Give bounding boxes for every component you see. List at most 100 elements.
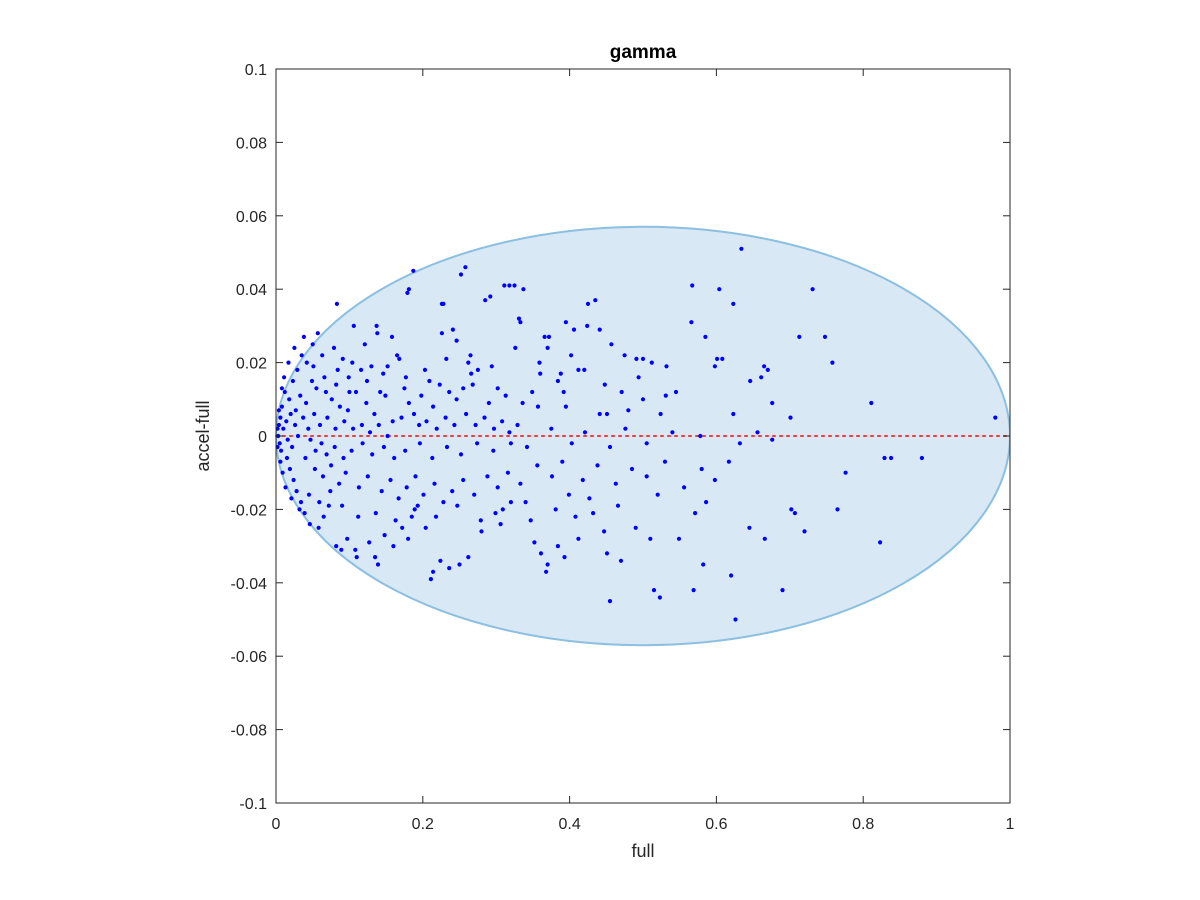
data-point (755, 430, 760, 435)
data-point (604, 551, 610, 556)
data-point (301, 415, 306, 420)
data-point (328, 489, 333, 494)
data-point (508, 500, 513, 505)
data-point (334, 301, 339, 306)
data-point (505, 470, 510, 475)
data-point (316, 525, 321, 530)
data-point (424, 419, 429, 424)
data-point (365, 474, 370, 479)
data-point (367, 540, 372, 545)
data-point (406, 287, 411, 292)
data-point (444, 444, 450, 450)
data-point (662, 459, 668, 464)
data-point (289, 496, 294, 501)
data-point (483, 298, 488, 303)
data-point (299, 353, 304, 358)
data-point (438, 558, 443, 563)
data-point (373, 555, 378, 560)
data-point (648, 536, 653, 541)
data-point (350, 360, 355, 365)
data-point (312, 411, 317, 417)
data-point (359, 367, 364, 372)
data-point (609, 342, 614, 347)
data-point (277, 441, 282, 446)
data-point (290, 444, 295, 450)
data-point (523, 500, 528, 505)
data-point (417, 422, 422, 428)
data-point (356, 485, 361, 490)
data-point (532, 540, 537, 545)
data-point (792, 510, 798, 516)
data-point (364, 378, 370, 384)
data-point (507, 283, 512, 288)
data-point (538, 551, 544, 556)
data-point (542, 334, 547, 339)
data-point (337, 404, 342, 409)
data-point (359, 422, 364, 428)
data-point (636, 375, 641, 380)
data-point (279, 448, 284, 453)
data-point (629, 466, 635, 472)
data-point (472, 492, 477, 497)
y-tick-label: 0.04 (236, 282, 267, 299)
data-point (802, 529, 807, 534)
data-point (563, 404, 569, 409)
data-point (576, 536, 581, 541)
data-point (482, 415, 487, 420)
data-point (331, 345, 337, 350)
data-point (284, 419, 289, 424)
data-point (797, 334, 802, 339)
data-point (762, 536, 767, 541)
data-point (537, 360, 542, 365)
data-point (430, 455, 435, 461)
data-point (475, 367, 480, 372)
data-point (334, 544, 339, 549)
data-point (293, 408, 298, 413)
data-point (657, 595, 663, 600)
data-point (340, 356, 345, 361)
data-point (664, 364, 669, 369)
data-point (498, 522, 503, 527)
data-point (869, 400, 874, 406)
data-point (287, 397, 292, 402)
data-point (441, 500, 446, 505)
data-point (585, 301, 591, 306)
data-point (726, 459, 732, 464)
data-point (375, 562, 381, 567)
data-point (555, 544, 561, 549)
data-point (473, 422, 478, 428)
y-tick-label: 0.08 (236, 135, 267, 152)
data-point (644, 474, 649, 479)
data-point (573, 514, 578, 519)
data-point (335, 367, 340, 372)
data-point (317, 422, 323, 428)
data-point (549, 426, 554, 431)
data-point (360, 441, 365, 446)
data-point (663, 393, 668, 398)
data-point (295, 367, 300, 372)
data-point (314, 386, 319, 391)
data-point (282, 389, 287, 395)
data-point (822, 334, 828, 339)
data-point (717, 287, 722, 292)
data-point (619, 389, 624, 395)
data-point (618, 558, 624, 563)
data-point (409, 514, 414, 519)
data-point (339, 547, 344, 552)
data-point (412, 507, 417, 512)
data-point (512, 283, 517, 288)
data-point (376, 422, 381, 428)
data-point (770, 400, 775, 406)
data-point (320, 474, 326, 479)
data-point (294, 489, 299, 494)
data-point (279, 386, 284, 391)
data-point (843, 470, 848, 475)
y-tick-label: -0.04 (231, 576, 268, 593)
data-point (432, 481, 437, 486)
data-point (493, 510, 498, 516)
data-point (308, 437, 313, 442)
data-point (298, 393, 303, 398)
data-point (693, 510, 698, 516)
data-point (319, 441, 324, 446)
data-point (518, 481, 523, 486)
